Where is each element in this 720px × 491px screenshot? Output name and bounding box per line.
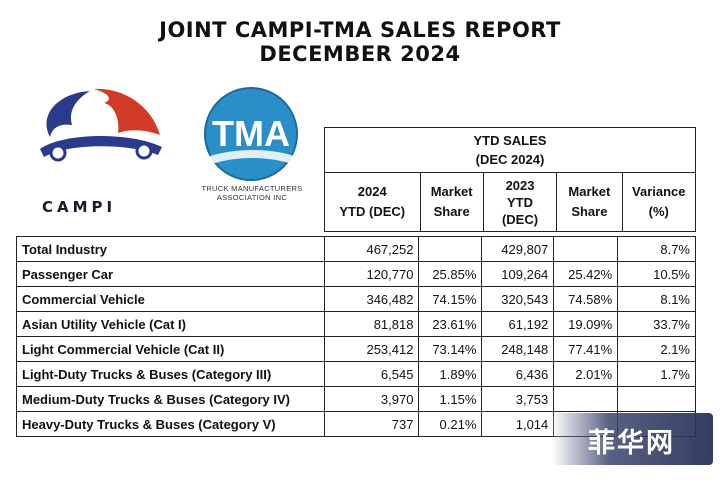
watermark-badge xyxy=(553,413,713,465)
ytd-2023-cell: 248,148 xyxy=(481,336,555,362)
tma-subtitle-line2: ASSOCIATION INC xyxy=(216,193,288,202)
col-2023-label: 2023 xyxy=(505,177,535,193)
sales-body-table: Total Industry 467,252 429,807 8.7% Passenge… xyxy=(16,236,696,437)
tma-logo-letters: TMA xyxy=(212,113,290,154)
col-share1-label: Market xyxy=(430,184,473,199)
ytd-2023-cell: 429,807 xyxy=(481,236,555,262)
share-2024-cell: 25.85% xyxy=(418,261,483,287)
col-share2-label: Market xyxy=(568,184,611,199)
ytd-2024-cell: 120,770 xyxy=(323,261,420,287)
ytd-2023-cell: 109,264 xyxy=(481,261,555,287)
ytd-2024-cell: 346,482 xyxy=(323,286,420,312)
table-row: Asian Utility Vehicle (Cat I) 81,818 23.61… xyxy=(16,311,696,337)
share-2024-cell: 74.15% xyxy=(418,286,483,312)
row-label: Commercial Vehicle xyxy=(16,286,325,312)
table-row: Light Commercial Vehicle (Cat II) 253,412… xyxy=(16,336,696,362)
ytd-2024-cell: 467,252 xyxy=(323,236,420,262)
share-2023-cell xyxy=(553,386,619,412)
col-2023-sub2: (DEC) xyxy=(501,211,539,227)
ytd-2024-cell: 6,545 xyxy=(323,361,420,387)
variance-cell: 8.7% xyxy=(617,236,696,262)
share-2023-cell: 2.01% xyxy=(553,361,619,387)
ytd-2024-cell: 3,970 xyxy=(323,386,420,412)
report-subtitle: DECEMBER 2024 xyxy=(259,42,461,66)
row-label: Total Industry xyxy=(16,236,325,262)
share-2023-cell: 19.09% xyxy=(553,311,619,337)
report-title: JOINT CAMPI-TMA SALES REPORT xyxy=(159,18,561,42)
share-2023-cell: 77.41% xyxy=(553,336,619,362)
share-2024-cell: 0.21% xyxy=(418,411,483,437)
campi-logo-text: CAMPI xyxy=(42,198,117,216)
row-label: Light-Duty Trucks & Buses (Category III) xyxy=(16,361,325,387)
share-2023-cell: 25.42% xyxy=(553,261,619,287)
col-2023-sub1: YTD xyxy=(507,194,534,210)
table-row: Total Industry 467,252 429,807 8.7% xyxy=(16,236,696,262)
ytd-2023-cell: 1,014 xyxy=(481,411,555,437)
tma-subtitle-line1: TRUCK MANUFACTURERS xyxy=(201,184,303,193)
ytd-2023-cell: 320,543 xyxy=(481,286,555,312)
table-row: Light-Duty Trucks & Buses (Category III)… xyxy=(16,361,696,387)
campi-logo-icon xyxy=(40,88,162,162)
row-label: Heavy-Duty Trucks & Buses (Category V) xyxy=(16,411,325,437)
ytd-2023-cell: 61,192 xyxy=(481,311,555,337)
row-label: Passenger Car xyxy=(16,261,325,287)
row-label: Medium-Duty Trucks & Buses (Category IV) xyxy=(16,386,325,412)
variance-cell xyxy=(617,386,696,412)
tma-logo-icon: TMA xyxy=(204,87,298,181)
group-header-line2: (DEC 2024) xyxy=(475,152,545,167)
share-2023-cell xyxy=(553,236,619,262)
ytd-2024-cell: 253,412 xyxy=(323,336,420,362)
variance-cell: 33.7% xyxy=(617,311,696,337)
col-variance-sub: (%) xyxy=(648,204,669,219)
col-2024-label: 2024 xyxy=(357,184,387,199)
row-label: Asian Utility Vehicle (Cat I) xyxy=(16,311,325,337)
table-row: Medium-Duty Trucks & Buses (Category IV)… xyxy=(16,386,696,412)
ytd-2023-cell: 6,436 xyxy=(481,361,555,387)
sales-header-table: YTD SALES (DEC 2024) 2024 YTD (DEC) Mark… xyxy=(324,127,697,232)
table-row: Passenger Car 120,770 25.85% 109,264 25.42% 1… xyxy=(16,261,696,287)
share-2023-cell: 74.58% xyxy=(553,286,619,312)
ytd-2023-cell: 3,753 xyxy=(481,386,555,412)
variance-cell: 10.5% xyxy=(617,261,696,287)
share-2024-cell: 73.14% xyxy=(418,336,483,362)
table-row: Commercial Vehicle 346,482 74.15% 320,543 74… xyxy=(16,286,696,312)
variance-cell: 2.1% xyxy=(617,336,696,362)
variance-cell: 8.1% xyxy=(617,286,696,312)
group-header-line1: YTD SALES xyxy=(473,133,547,148)
share-2024-cell: 1.89% xyxy=(418,361,483,387)
share-2024-cell xyxy=(418,236,483,262)
variance-cell: 1.7% xyxy=(617,361,696,387)
watermark-text: 菲华网 xyxy=(588,428,675,459)
ytd-2024-cell: 81,818 xyxy=(323,311,420,337)
tma-logo-subtitle: TRUCK MANUFACTURERS ASSOCIATION INC xyxy=(182,184,322,202)
share-2024-cell: 1.15% xyxy=(418,386,483,412)
col-share2-sub: Share xyxy=(571,204,608,219)
ytd-2024-cell: 737 xyxy=(323,411,420,437)
col-share1-sub: Share xyxy=(433,204,470,219)
share-2024-cell: 23.61% xyxy=(418,311,483,337)
col-2024-sub: YTD (DEC) xyxy=(339,204,406,219)
col-variance-label: Variance xyxy=(632,184,686,199)
row-label: Light Commercial Vehicle (Cat II) xyxy=(16,336,325,362)
